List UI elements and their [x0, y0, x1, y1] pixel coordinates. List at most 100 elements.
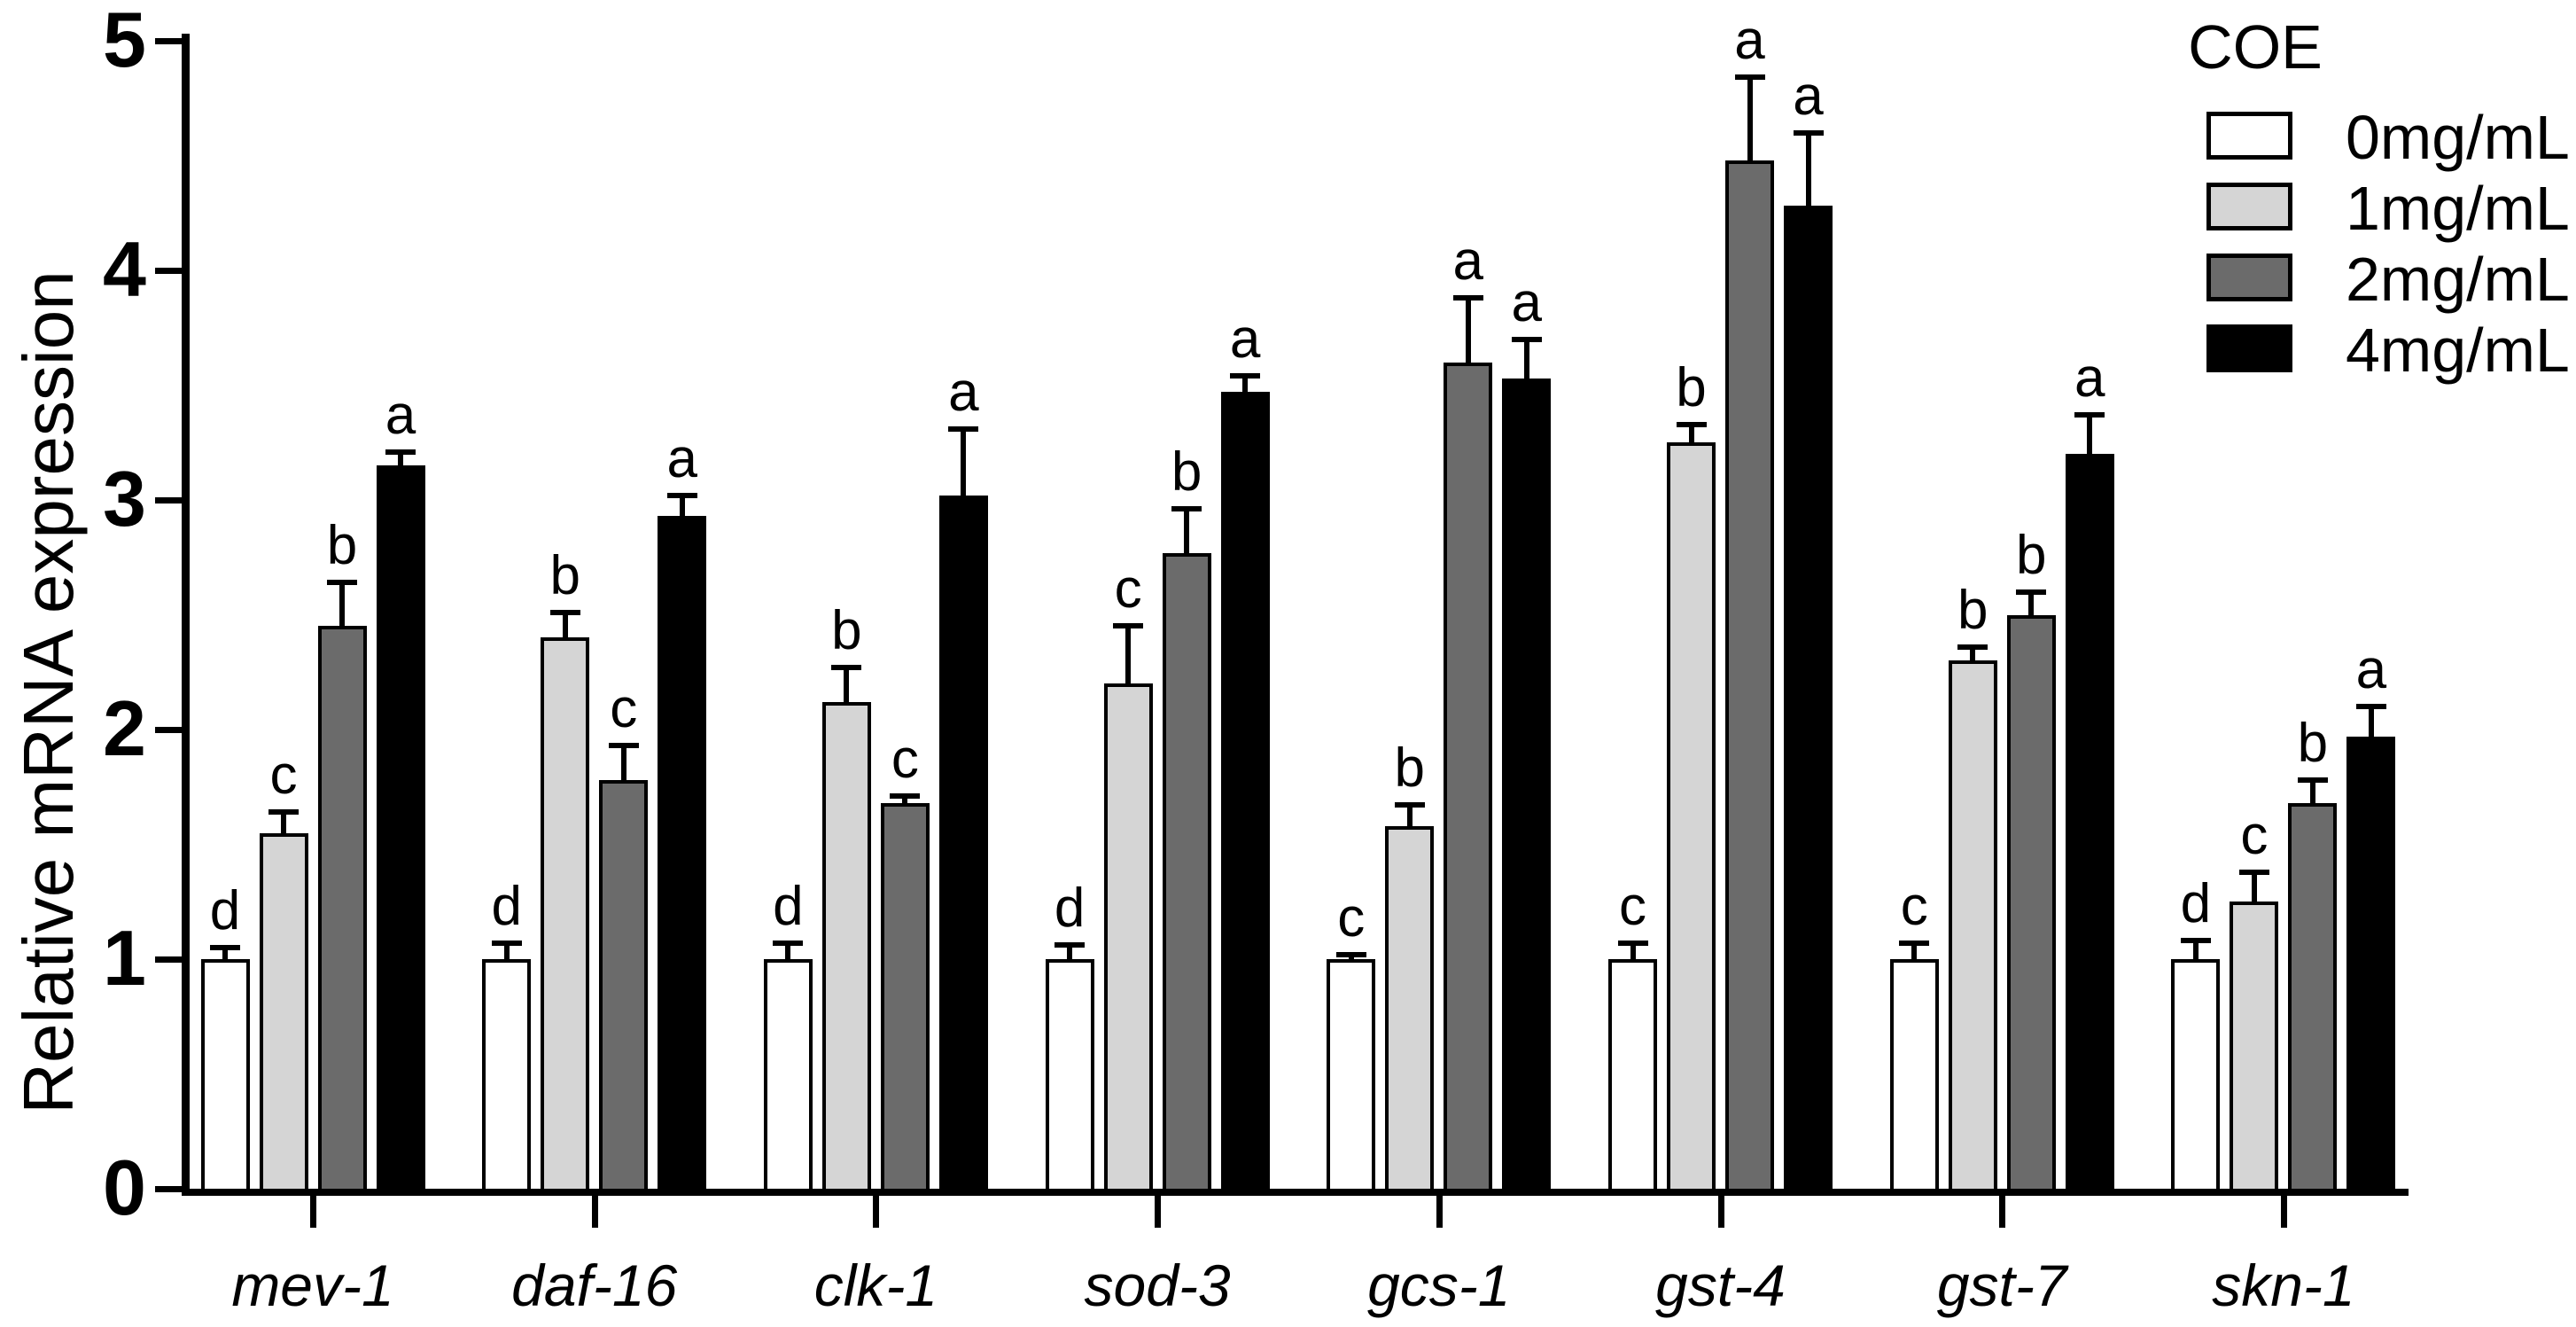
significance-letter: b	[1171, 441, 1202, 503]
bar-2mg-mL-daf-16	[599, 779, 649, 1192]
significance-letter: b	[2015, 524, 2047, 586]
error-bar	[1630, 942, 1636, 964]
bar-0mg-mL-daf-16	[482, 959, 532, 1192]
error-bar-cap	[1113, 623, 1144, 629]
error-bar	[1465, 298, 1471, 368]
x-axis-line	[182, 1189, 2409, 1196]
error-bar-cap	[773, 940, 804, 946]
error-bar-cap	[2355, 704, 2386, 710]
y-tick-label: 3	[103, 455, 146, 543]
legend-swatch-4mg	[2206, 324, 2292, 372]
bar-0mg-mL-sod-3	[1045, 959, 1094, 1192]
significance-letter: a	[1229, 308, 1261, 371]
x-tick-mark	[310, 1196, 316, 1228]
error-bar	[1970, 646, 1976, 667]
bar-2mg-mL-clk-1	[880, 802, 930, 1192]
error-bar-cap	[1899, 940, 1930, 946]
x-tick-label-gst-4: gst-4	[1655, 1253, 1786, 1318]
error-bar-cap	[210, 945, 240, 951]
error-bar	[2368, 706, 2374, 742]
y-tick-mark	[155, 268, 182, 274]
significance-letter: d	[1054, 878, 1086, 940]
error-bar-cap	[268, 809, 299, 816]
x-tick-label-gst-7: gst-7	[1936, 1253, 2067, 1318]
error-bar	[1747, 77, 1753, 166]
legend-swatch-1mg	[2206, 183, 2292, 230]
y-tick-label: 2	[103, 684, 146, 772]
error-bar-cap	[2297, 777, 2328, 783]
y-tick-mark	[155, 956, 182, 963]
bar-1mg-mL-skn-1	[2230, 902, 2279, 1192]
legend-title: COE	[2188, 12, 2323, 82]
error-bar-cap	[491, 940, 522, 946]
error-bar-cap	[666, 492, 697, 498]
error-bar-cap	[549, 609, 580, 615]
error-bar	[961, 428, 967, 501]
x-tick-label-daf-16: daf-16	[511, 1253, 678, 1318]
error-bar	[1067, 945, 1073, 964]
error-bar	[281, 812, 286, 839]
bar-0mg-mL-clk-1	[763, 959, 813, 1192]
significance-letter: c	[2240, 804, 2269, 866]
significance-letter: a	[666, 427, 697, 489]
significance-letter: c	[1900, 875, 1928, 937]
error-bar	[2309, 779, 2315, 808]
y-axis-line	[182, 34, 190, 1196]
error-bar	[2028, 591, 2035, 621]
bar-4mg-mL-gst-7	[2065, 454, 2114, 1192]
bar-2mg-mL-gst-4	[1725, 160, 1774, 1192]
x-tick-mark	[873, 1196, 880, 1228]
error-bar-cap	[2238, 869, 2269, 875]
significance-letter: a	[2355, 639, 2387, 701]
error-bar	[844, 667, 850, 707]
error-bar-cap	[385, 449, 416, 455]
error-bar-cap	[831, 665, 862, 671]
legend-label: 0mg/mL	[2346, 103, 2570, 172]
error-bar-cap	[2016, 589, 2047, 595]
bar-4mg-mL-mev-1	[376, 465, 425, 1192]
significance-letter: b	[2297, 712, 2329, 774]
error-bar-cap	[1957, 644, 1988, 650]
x-tick-mark	[1436, 1196, 1443, 1228]
significance-letter: a	[1511, 271, 1543, 333]
error-bar-cap	[1335, 951, 1366, 957]
bar-4mg-mL-sod-3	[1220, 392, 1270, 1192]
error-bar	[2192, 941, 2199, 964]
error-bar-cap	[327, 580, 357, 586]
bar-4mg-mL-daf-16	[658, 516, 707, 1192]
significance-letter: a	[948, 361, 979, 423]
x-tick-mark	[1155, 1196, 1162, 1228]
error-bar	[1242, 376, 1249, 398]
error-bar-cap	[1793, 129, 1824, 136]
error-bar	[1406, 805, 1413, 831]
bar-0mg-mL-mev-1	[200, 959, 250, 1192]
bar-0mg-mL-gcs-1	[1327, 959, 1376, 1192]
error-bar-cap	[608, 743, 639, 749]
y-tick-mark	[155, 727, 182, 733]
significance-letter: a	[1734, 10, 1765, 72]
significance-letter: d	[773, 875, 804, 937]
error-bar-cap	[1230, 373, 1261, 379]
error-bar-cap	[2074, 412, 2105, 418]
bar-2mg-mL-gcs-1	[1444, 362, 1493, 1192]
x-tick-mark	[1717, 1196, 1724, 1228]
x-tick-mark	[2280, 1196, 2287, 1228]
error-bar	[222, 948, 228, 964]
significance-letter: b	[326, 515, 358, 577]
error-bar	[620, 745, 626, 785]
bar-4mg-mL-gst-4	[1784, 206, 1833, 1192]
significance-letter: b	[1957, 579, 1988, 641]
error-bar	[785, 942, 791, 964]
bar-4mg-mL-clk-1	[938, 495, 988, 1192]
error-bar-cap	[2180, 938, 2211, 944]
y-tick-mark	[155, 1186, 182, 1192]
bar-2mg-mL-sod-3	[1162, 552, 1211, 1192]
error-bar	[2251, 871, 2257, 908]
error-bar-cap	[948, 425, 979, 432]
significance-letter: d	[2180, 873, 2212, 935]
bar-0mg-mL-skn-1	[2171, 959, 2221, 1192]
error-bar	[1911, 942, 1918, 964]
significance-letter: d	[209, 880, 241, 942]
error-bar-cap	[1452, 295, 1483, 301]
